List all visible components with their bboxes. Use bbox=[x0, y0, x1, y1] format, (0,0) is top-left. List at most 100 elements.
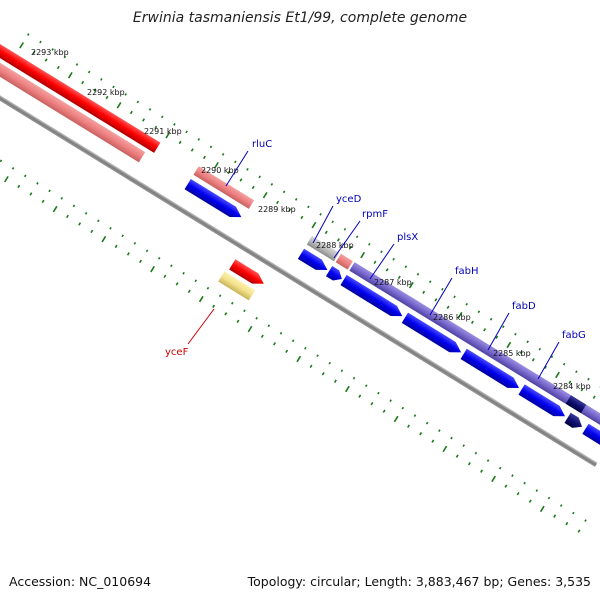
position-tick bbox=[538, 347, 542, 351]
position-tick bbox=[109, 226, 112, 230]
position-tick bbox=[345, 385, 350, 393]
position-tick bbox=[506, 341, 512, 349]
position-tick bbox=[160, 115, 164, 119]
position-tick bbox=[321, 372, 325, 376]
position-tick bbox=[136, 100, 140, 104]
position-tick bbox=[72, 204, 76, 208]
position-tick bbox=[309, 364, 313, 368]
cds-arrow-fabD bbox=[460, 348, 520, 388]
position-tick bbox=[67, 72, 73, 79]
position-tick bbox=[0, 159, 3, 163]
position-tick bbox=[340, 369, 344, 373]
position-tick bbox=[270, 182, 274, 186]
position-tick bbox=[51, 48, 54, 51]
position-tick bbox=[124, 93, 127, 96]
position-tick bbox=[60, 196, 64, 200]
position-tick bbox=[495, 335, 499, 339]
genome-stats-text: Topology: circular; Length: 3,883,467 bp… bbox=[247, 574, 591, 589]
feature-tracks bbox=[0, 33, 600, 533]
position-tick bbox=[565, 521, 569, 526]
position-tick bbox=[19, 42, 25, 49]
position-tick bbox=[154, 125, 158, 130]
position-tick bbox=[273, 342, 276, 346]
position-tick bbox=[413, 414, 417, 418]
position-tick bbox=[255, 316, 258, 320]
position-tick bbox=[139, 259, 143, 264]
position-tick bbox=[304, 346, 307, 350]
kbp-tick-label: 2290 kbp bbox=[201, 166, 239, 175]
position-tick bbox=[360, 251, 366, 259]
position-tick bbox=[243, 309, 246, 313]
position-tick bbox=[150, 265, 155, 273]
gene-block-yceD bbox=[306, 235, 340, 262]
position-tick bbox=[251, 185, 255, 190]
gene-leader-line bbox=[312, 205, 334, 244]
cds-arrow-rpmF bbox=[325, 265, 342, 281]
position-tick bbox=[559, 504, 563, 507]
position-tick bbox=[75, 63, 79, 66]
position-tick bbox=[311, 221, 317, 229]
position-tick bbox=[393, 415, 399, 423]
position-tick bbox=[78, 222, 82, 226]
position-tick bbox=[592, 395, 596, 399]
position-tick bbox=[112, 85, 115, 89]
map-title: Erwinia tasmaniensis Et1/99, complete ge… bbox=[132, 10, 468, 26]
position-tick bbox=[441, 287, 444, 291]
position-tick bbox=[29, 192, 33, 196]
position-tick bbox=[442, 445, 448, 453]
position-tick bbox=[434, 298, 438, 302]
position-tick bbox=[336, 238, 340, 242]
position-tick bbox=[385, 268, 389, 272]
position-tick bbox=[319, 212, 322, 216]
gene-leader-line bbox=[487, 312, 510, 351]
position-tick bbox=[535, 489, 539, 492]
position-tick bbox=[11, 167, 15, 170]
position-tick bbox=[408, 281, 414, 289]
kbp-tick-label: 2291 kbp bbox=[144, 127, 182, 136]
position-tick bbox=[221, 153, 225, 156]
position-tick bbox=[81, 80, 85, 85]
position-tick bbox=[428, 280, 432, 284]
gene-leader-line bbox=[225, 150, 249, 187]
position-tick bbox=[377, 391, 380, 395]
position-tick bbox=[465, 302, 468, 306]
position-tick bbox=[202, 155, 206, 160]
kbp-tick-label: 2286 kbp bbox=[433, 313, 471, 322]
position-tick bbox=[539, 505, 545, 513]
position-tick bbox=[224, 312, 228, 316]
cog-block-cluster bbox=[349, 262, 600, 429]
position-tick bbox=[288, 208, 292, 212]
position-tick bbox=[291, 339, 295, 343]
position-tick bbox=[258, 175, 261, 179]
kbp-tick-label: 2289 kbp bbox=[258, 205, 296, 214]
position-tick bbox=[553, 514, 557, 518]
position-tick bbox=[365, 384, 368, 388]
position-tick bbox=[343, 227, 347, 231]
position-tick bbox=[276, 200, 280, 205]
position-tick bbox=[401, 406, 405, 410]
position-tick bbox=[483, 328, 487, 332]
position-tick bbox=[526, 340, 529, 344]
gene-label-plsX: plsX bbox=[397, 232, 418, 243]
position-tick bbox=[502, 325, 505, 329]
position-tick bbox=[470, 320, 474, 324]
gene-leader-line bbox=[429, 277, 453, 316]
position-tick bbox=[572, 511, 575, 515]
position-tick bbox=[36, 182, 39, 185]
position-tick bbox=[267, 324, 271, 328]
position-tick bbox=[419, 432, 423, 436]
gene-leader-line bbox=[333, 220, 361, 259]
position-tick bbox=[514, 332, 517, 336]
position-tick bbox=[3, 175, 9, 183]
position-tick bbox=[175, 282, 179, 286]
position-tick bbox=[17, 184, 21, 189]
gene-label-fabG: fabG bbox=[562, 330, 586, 341]
position-tick bbox=[370, 402, 374, 406]
position-tick bbox=[438, 429, 441, 432]
position-tick bbox=[489, 317, 493, 321]
position-tick bbox=[511, 474, 514, 477]
position-tick bbox=[562, 362, 566, 366]
position-tick bbox=[214, 161, 219, 169]
